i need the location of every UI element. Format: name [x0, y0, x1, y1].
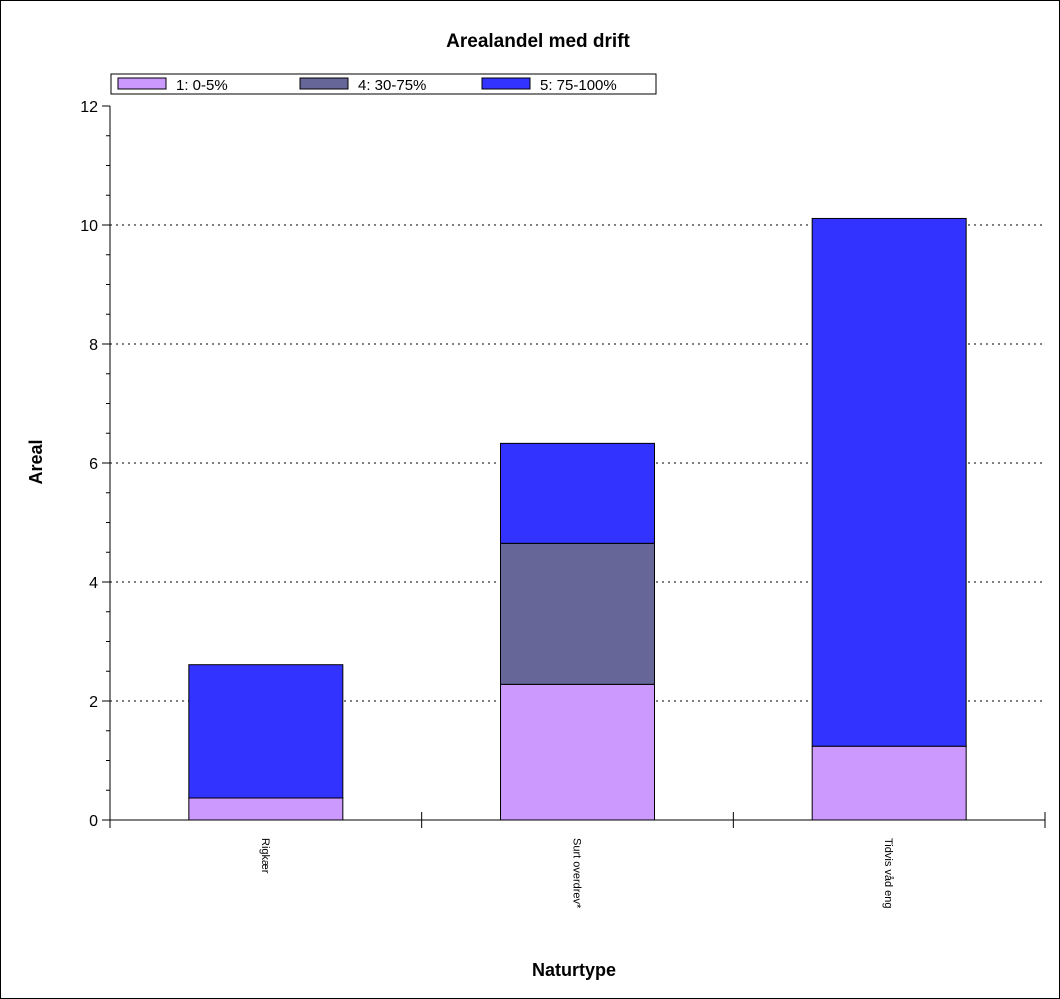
bar-segment: [811, 217, 967, 747]
y-tick-label: 6: [89, 456, 98, 473]
bar-segment: [500, 442, 655, 544]
legend-label: 5: 75-100%: [540, 77, 617, 94]
y-tick-label: 8: [89, 337, 98, 354]
legend-label: 4: 30-75%: [358, 77, 426, 94]
x-category-label: Rigkær: [259, 838, 271, 874]
legend-swatch: [481, 77, 531, 90]
legend-swatch: [117, 77, 167, 90]
bars: [188, 217, 967, 821]
legend: 1: 0-5% 4: 30-75% 5: 75-100%: [110, 73, 657, 95]
bar-segment: [188, 797, 344, 821]
bar-segment: [500, 683, 655, 821]
bar-segment: [500, 542, 655, 685]
y-tick-label: 10: [80, 218, 98, 235]
y-tick-label: 2: [89, 694, 98, 711]
x-category-label: Surt overdrev*: [571, 838, 583, 909]
y-axis-ticks: 0 2 4 6 8 10 12: [80, 99, 110, 830]
bar-segment: [188, 664, 344, 799]
bar-segment: [811, 745, 967, 821]
chart-title: Arealandel med drift: [446, 31, 630, 52]
x-category-label: Tidvis våd eng: [882, 838, 894, 909]
y-tick-label: 0: [89, 813, 98, 830]
y-tick-label: 12: [80, 99, 98, 116]
y-axis-label: Areal: [26, 439, 46, 484]
legend-label: 1: 0-5%: [176, 77, 228, 94]
legend-swatch: [299, 77, 349, 90]
x-axis-label: Naturtype: [532, 960, 616, 980]
y-tick-label: 4: [89, 575, 98, 592]
x-axis-categories: Rigkær Surt overdrev* Tidvis våd eng: [259, 838, 894, 909]
